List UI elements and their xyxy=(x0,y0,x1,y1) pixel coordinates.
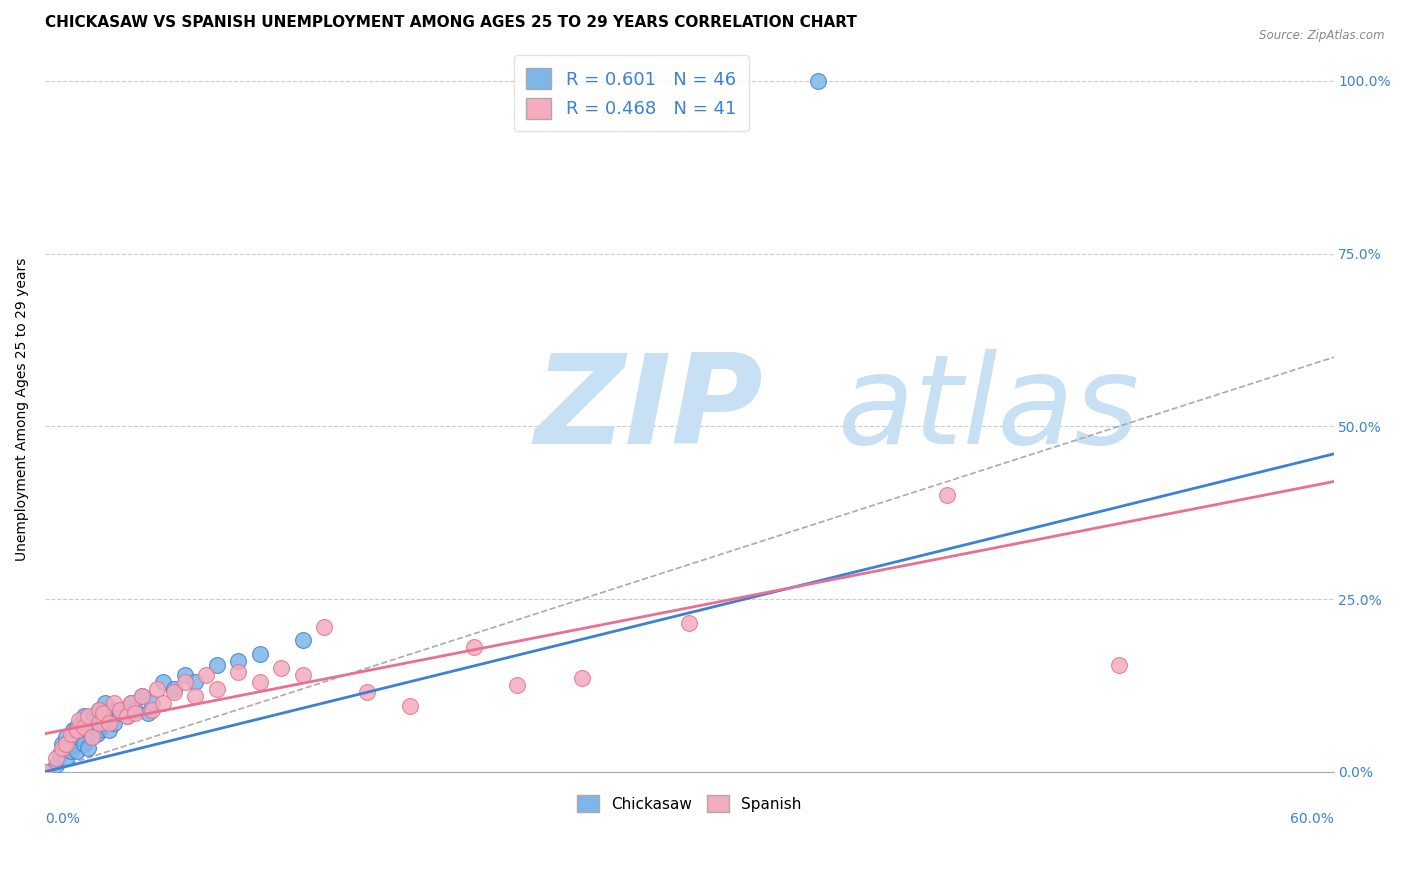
Point xyxy=(152,674,174,689)
Point xyxy=(936,488,959,502)
Point xyxy=(49,747,72,762)
Text: atlas: atlas xyxy=(838,349,1139,469)
Point xyxy=(115,709,138,723)
Point xyxy=(77,723,100,738)
Point xyxy=(91,716,114,731)
Point xyxy=(124,702,146,716)
Point xyxy=(205,681,228,696)
Point xyxy=(145,681,167,696)
Point xyxy=(103,696,125,710)
Point xyxy=(79,716,101,731)
Point xyxy=(72,720,94,734)
Point xyxy=(291,668,314,682)
Point xyxy=(45,757,67,772)
Point xyxy=(72,737,94,751)
Point xyxy=(66,720,89,734)
Text: CHICKASAW VS SPANISH UNEMPLOYMENT AMONG AGES 25 TO 29 YEARS CORRELATION CHART: CHICKASAW VS SPANISH UNEMPLOYMENT AMONG … xyxy=(45,15,856,30)
Point xyxy=(108,706,131,720)
Point xyxy=(226,665,249,679)
Point xyxy=(66,723,89,738)
Point xyxy=(104,702,127,716)
Point xyxy=(463,640,485,655)
Point xyxy=(270,661,292,675)
Point xyxy=(62,723,84,738)
Point xyxy=(807,74,830,88)
Point xyxy=(163,685,186,699)
Point xyxy=(87,702,110,716)
Point xyxy=(103,716,125,731)
Text: ZIP: ZIP xyxy=(534,349,763,469)
Point xyxy=(152,696,174,710)
Point xyxy=(131,689,153,703)
Point xyxy=(131,689,153,703)
Point xyxy=(87,702,110,716)
Point xyxy=(77,740,100,755)
Y-axis label: Unemployment Among Ages 25 to 29 years: Unemployment Among Ages 25 to 29 years xyxy=(15,258,30,561)
Point xyxy=(314,620,336,634)
Point xyxy=(83,709,105,723)
Point xyxy=(184,674,207,689)
Legend: Chickasaw, Spanish: Chickasaw, Spanish xyxy=(571,789,807,819)
Point xyxy=(55,730,77,744)
Point xyxy=(115,709,138,723)
Point xyxy=(45,751,67,765)
Point xyxy=(67,713,90,727)
Point xyxy=(66,744,89,758)
Text: Source: ZipAtlas.com: Source: ZipAtlas.com xyxy=(1260,29,1385,42)
Point xyxy=(173,668,195,682)
Text: 0.0%: 0.0% xyxy=(45,812,80,826)
Point xyxy=(72,709,94,723)
Point xyxy=(98,723,121,738)
Point xyxy=(59,727,82,741)
Point xyxy=(291,633,314,648)
Point xyxy=(86,727,108,741)
Point xyxy=(226,654,249,668)
Point xyxy=(87,723,110,738)
Point xyxy=(34,764,56,779)
Point xyxy=(51,740,73,755)
Point xyxy=(98,716,121,731)
Point xyxy=(120,696,142,710)
Point xyxy=(53,740,76,755)
Point xyxy=(59,744,82,758)
Point xyxy=(63,737,86,751)
Point xyxy=(136,706,159,720)
Point xyxy=(67,730,90,744)
Point xyxy=(98,709,121,723)
Point xyxy=(108,702,131,716)
Point xyxy=(173,674,195,689)
Point xyxy=(34,764,56,779)
Point xyxy=(87,716,110,731)
Point xyxy=(356,685,378,699)
Point xyxy=(82,730,104,744)
Point xyxy=(249,674,271,689)
Point xyxy=(55,737,77,751)
Point xyxy=(70,716,93,731)
Point xyxy=(1108,657,1130,672)
Point xyxy=(506,678,529,692)
Text: 60.0%: 60.0% xyxy=(1289,812,1333,826)
Point xyxy=(91,706,114,720)
Point xyxy=(51,737,73,751)
Point xyxy=(195,668,218,682)
Point xyxy=(141,696,163,710)
Point xyxy=(184,689,207,703)
Point xyxy=(120,696,142,710)
Point xyxy=(55,751,77,765)
Point xyxy=(678,616,700,631)
Point xyxy=(399,699,422,714)
Point xyxy=(94,696,117,710)
Point xyxy=(77,709,100,723)
Point xyxy=(249,647,271,661)
Point xyxy=(163,681,186,696)
Point xyxy=(141,702,163,716)
Point xyxy=(571,672,593,686)
Point xyxy=(82,730,104,744)
Point xyxy=(124,706,146,720)
Point xyxy=(205,657,228,672)
